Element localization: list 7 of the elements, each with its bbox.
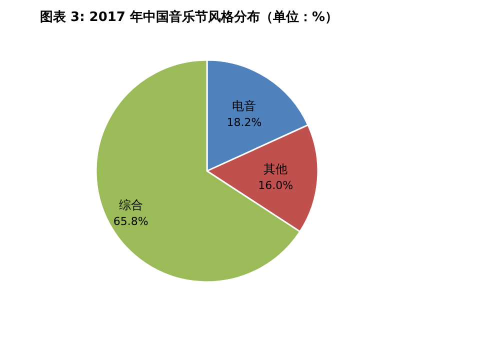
slice-label: 综合: [118, 198, 143, 212]
data-label: 16.0%: [258, 179, 294, 192]
chart-title: 图表 3: 2017 年中国音乐节风格分布（单位：%）: [40, 9, 338, 25]
slice-label: 电音: [232, 99, 256, 114]
data-label: 18.2%: [226, 116, 262, 130]
slice-label: 其他: [264, 162, 288, 176]
data-label: 65.8%: [113, 215, 148, 228]
